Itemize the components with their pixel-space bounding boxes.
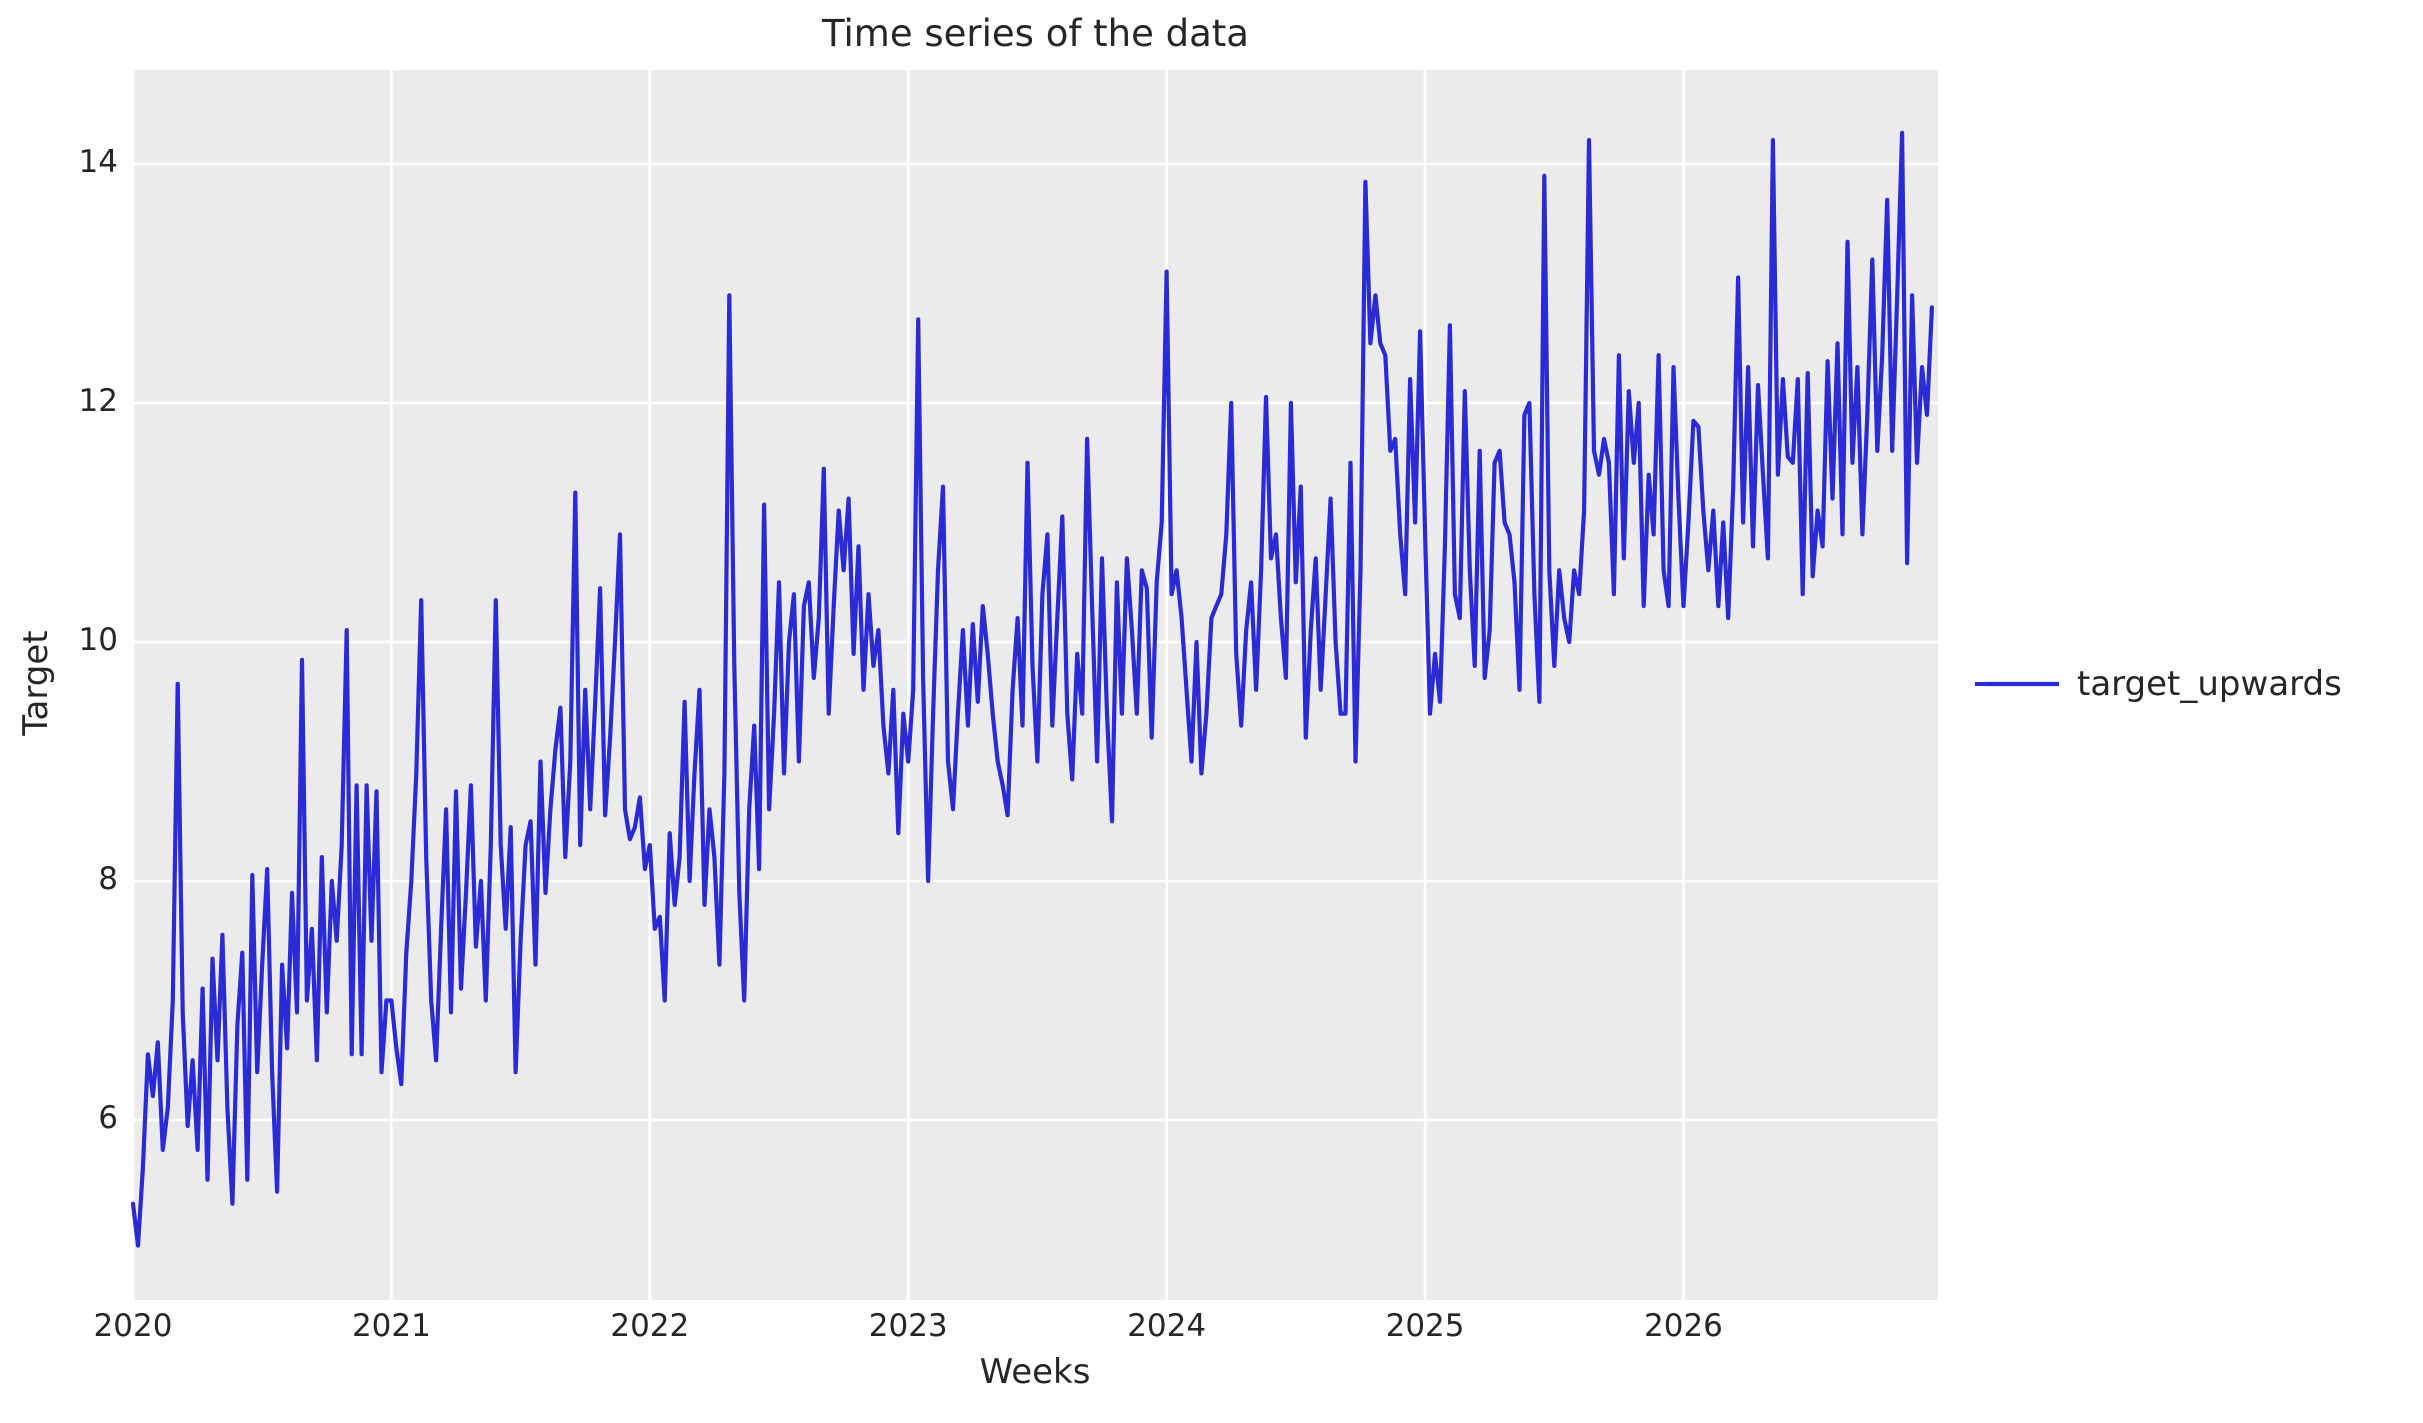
- x-tick-label: 2020: [93, 1308, 173, 1344]
- gridlines: [131, 70, 1938, 1300]
- y-tick-label: 8: [98, 861, 118, 897]
- data-series-group: [130, 130, 1935, 1248]
- x-tick-label: 2026: [1644, 1308, 1723, 1344]
- legend-series-label: target_upwards: [2077, 664, 2342, 704]
- legend-color-swatch: [1975, 682, 2049, 686]
- chart-title: Time series of the data: [822, 12, 1249, 55]
- data-series-line: [130, 130, 1935, 1248]
- y-tick-label: 10: [78, 622, 118, 658]
- x-axis-label: Weeks: [979, 1352, 1091, 1392]
- legend: target_upwards: [1975, 660, 2342, 708]
- x-tick-label: 2025: [1385, 1308, 1465, 1344]
- x-tick-label: 2023: [868, 1308, 948, 1344]
- x-tick-label: 2022: [610, 1308, 690, 1344]
- y-tick-label: 12: [78, 383, 118, 419]
- x-tick-label: 2021: [351, 1308, 431, 1344]
- y-tick-label: 14: [78, 144, 118, 180]
- x-tick-label: 2024: [1127, 1308, 1207, 1344]
- y-tick-label: 6: [98, 1100, 118, 1136]
